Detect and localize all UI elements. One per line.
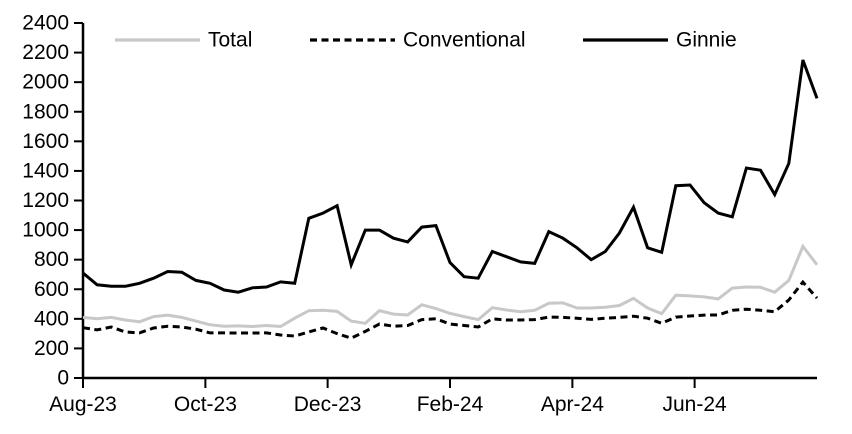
- y-tick-label: 0: [57, 367, 69, 390]
- x-tick-label: Aug-23: [49, 393, 117, 416]
- legend-label-ginnie: Ginnie: [676, 29, 737, 52]
- x-tick-label: Feb-24: [417, 393, 484, 416]
- y-tick-label: 200: [34, 337, 69, 360]
- legend-label-conventional: Conventional: [403, 29, 526, 52]
- y-tick-label: 2400: [22, 12, 69, 35]
- y-tick-label: 1200: [22, 189, 69, 212]
- y-tick-label: 800: [34, 248, 69, 271]
- y-tick-label: 1000: [22, 219, 69, 242]
- y-tick-label: 2200: [22, 41, 69, 64]
- x-tick-label: Dec-23: [294, 393, 362, 416]
- x-tick-label: Jun-24: [663, 393, 728, 416]
- series-line-conventional: [82, 279, 819, 340]
- y-tick-label: 400: [34, 307, 69, 330]
- y-tick-label: 2000: [22, 71, 69, 94]
- y-tick-label: 600: [34, 278, 69, 301]
- x-tick-label: Apr-24: [541, 393, 604, 416]
- y-tick-label: 1600: [22, 130, 69, 153]
- y-tick-label: 1400: [22, 159, 69, 182]
- x-tick-label: Oct-23: [174, 393, 237, 416]
- legend-label-total: Total: [208, 29, 252, 52]
- series-line-total: [82, 243, 819, 329]
- y-tick-label: 1800: [22, 100, 69, 123]
- series-line-ginnie: [82, 59, 819, 294]
